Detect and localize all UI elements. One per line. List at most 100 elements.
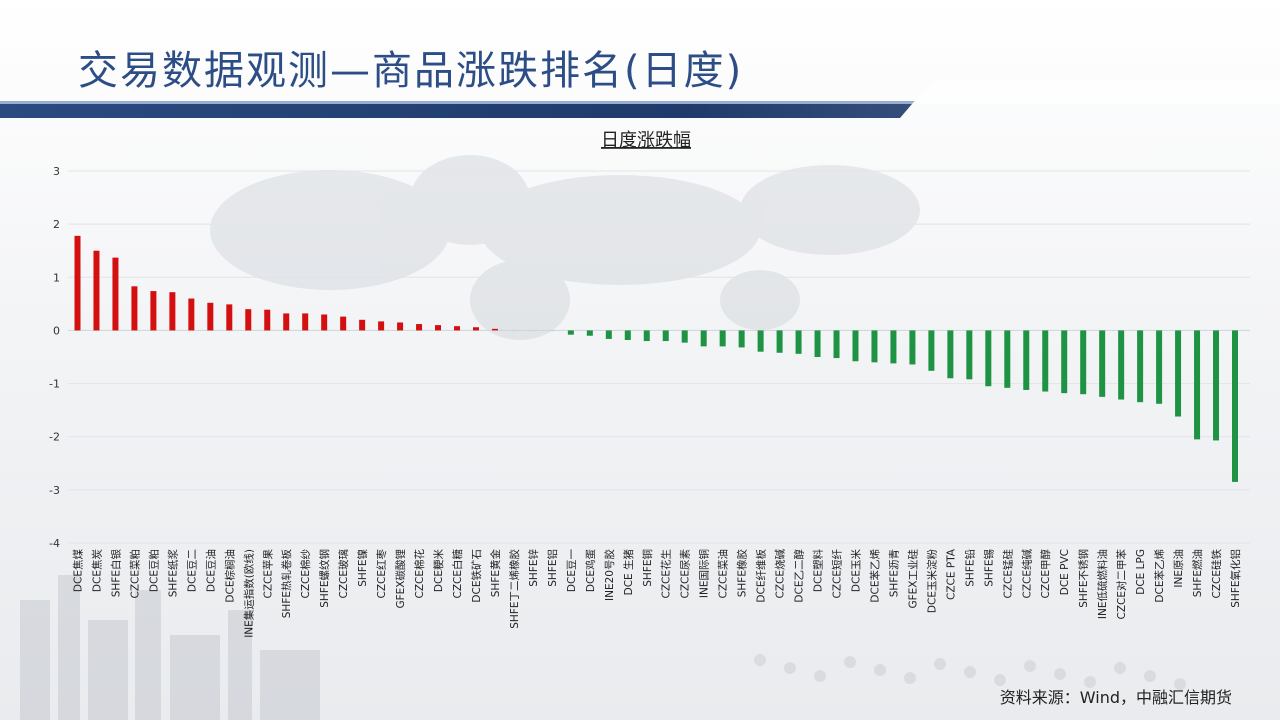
x-tick-label: DCE豆粕 bbox=[147, 549, 160, 592]
y-tick-label: 0 bbox=[53, 324, 60, 337]
y-tick-label: -2 bbox=[49, 431, 60, 444]
x-tick-label: INE集运指数(欧线) bbox=[242, 549, 255, 638]
bar bbox=[643, 330, 650, 342]
x-tick-label: DCE玉米 bbox=[849, 549, 862, 593]
x-tick-label: DCE粳米 bbox=[432, 549, 445, 593]
bar bbox=[662, 330, 669, 342]
bar bbox=[1232, 330, 1238, 482]
bar bbox=[1004, 330, 1011, 388]
x-tick-label: CZCE玻璃 bbox=[337, 549, 350, 599]
header-stripe bbox=[0, 104, 912, 118]
bar bbox=[738, 330, 745, 348]
x-tick-label: SHFE铅 bbox=[963, 549, 976, 587]
bar bbox=[833, 330, 840, 359]
x-tick-label: DCE塑料 bbox=[812, 549, 825, 593]
x-tick-label: SHFE铜 bbox=[642, 549, 654, 587]
bar bbox=[397, 322, 404, 331]
x-tick-label: INE原油 bbox=[1172, 549, 1185, 588]
x-tick-label: CZCE菜油 bbox=[717, 549, 730, 599]
x-tick-label: CZCE尿素 bbox=[679, 549, 692, 599]
bar bbox=[529, 330, 536, 332]
bar bbox=[928, 330, 935, 371]
bar bbox=[321, 314, 328, 331]
x-tick-label: SHFE热轧卷板 bbox=[280, 549, 293, 619]
bar bbox=[890, 330, 897, 364]
city-skyline-watermark bbox=[20, 575, 320, 720]
bar bbox=[454, 326, 461, 331]
x-tick-label: DCE LPG bbox=[1135, 549, 1147, 595]
bar bbox=[416, 324, 423, 331]
x-tick-label: DCE PVC bbox=[1059, 549, 1071, 595]
bar bbox=[169, 292, 176, 331]
y-tick-label: -3 bbox=[49, 484, 60, 497]
x-tick-label: SHFE不锈钢 bbox=[1077, 549, 1090, 608]
x-tick-label: DCE棕榈油 bbox=[223, 549, 236, 603]
bar bbox=[567, 330, 574, 335]
bar bbox=[947, 330, 954, 379]
bar bbox=[776, 330, 783, 353]
x-tick-label: DCE豆一 bbox=[566, 549, 578, 593]
y-tick-label: 1 bbox=[53, 271, 60, 284]
x-tick-label: SHFE橡胶 bbox=[736, 549, 749, 598]
x-tick-label: CZCE PTA bbox=[945, 548, 957, 600]
x-tick-label: CZCE硅铁 bbox=[1210, 549, 1223, 599]
x-tick-label: DCE焦煤 bbox=[72, 549, 85, 593]
bar bbox=[93, 250, 100, 331]
x-tick-label: SHFE白银 bbox=[109, 549, 122, 598]
x-tick-label: SHFE铝 bbox=[546, 549, 559, 587]
x-tick-label: CZCE花生 bbox=[660, 549, 673, 599]
slide-title: 交易数据观测—商品涨跌排名(日度) bbox=[78, 48, 744, 94]
x-tick-label: SHFE沥青 bbox=[887, 549, 900, 597]
x-tick-label: SHFE丁二烯橡胶 bbox=[508, 549, 521, 629]
bar bbox=[245, 309, 252, 331]
bar bbox=[1156, 330, 1163, 404]
x-tick-label: DCE鸡蛋 bbox=[584, 549, 597, 593]
bar bbox=[1023, 330, 1030, 390]
bar bbox=[624, 330, 631, 340]
x-tick-label: CZCE棉纱 bbox=[299, 549, 312, 599]
bar bbox=[435, 325, 442, 331]
x-tick-label: SHFE纸浆 bbox=[166, 549, 179, 598]
bar bbox=[1175, 330, 1182, 417]
bar bbox=[264, 309, 271, 331]
bar bbox=[74, 235, 81, 331]
x-axis: DCE焦煤 DCE焦炭 SHFE白银 CZCE菜粕 DCE豆粕 SHFE纸浆 DCE豆二 DC… bbox=[72, 548, 1243, 638]
bar bbox=[795, 330, 802, 354]
x-tick-label: CZCE烧碱 bbox=[774, 549, 787, 599]
bar bbox=[985, 330, 992, 387]
bar bbox=[112, 257, 119, 331]
y-tick-label: -4 bbox=[49, 537, 60, 550]
header-stripe-highlight bbox=[0, 101, 915, 104]
x-tick-label: SHFE锌 bbox=[527, 549, 540, 587]
dot-pattern-watermark bbox=[754, 654, 1186, 690]
bar bbox=[491, 328, 498, 331]
bar bbox=[131, 286, 138, 331]
x-tick-label: DCE乙二醇 bbox=[793, 549, 806, 603]
bar bbox=[302, 313, 309, 331]
x-tick-label: CZCE苹果 bbox=[261, 549, 274, 599]
x-tick-label: CZCE菜粕 bbox=[128, 549, 141, 599]
bar bbox=[586, 330, 593, 336]
x-tick-label: GFEX碳酸锂 bbox=[394, 549, 407, 609]
bar bbox=[1213, 330, 1220, 441]
bar bbox=[1042, 330, 1049, 392]
bar bbox=[1061, 330, 1068, 394]
bar bbox=[283, 313, 290, 331]
bar bbox=[1194, 330, 1201, 440]
bar bbox=[605, 330, 612, 339]
bar bbox=[966, 330, 973, 380]
x-tick-label: INE20号胶 bbox=[603, 549, 616, 601]
gridlines bbox=[68, 170, 1250, 544]
bar bbox=[188, 298, 195, 331]
bar bbox=[1080, 330, 1087, 395]
bar bbox=[700, 330, 707, 347]
x-tick-label: INE国际铜 bbox=[699, 549, 711, 598]
bar bbox=[852, 330, 859, 362]
bar bbox=[814, 330, 821, 357]
bar bbox=[472, 327, 479, 331]
x-tick-label: CZCE甲醇 bbox=[1039, 549, 1052, 599]
x-tick-label: INE低硫燃料油 bbox=[1096, 549, 1109, 619]
bar bbox=[1118, 330, 1125, 400]
